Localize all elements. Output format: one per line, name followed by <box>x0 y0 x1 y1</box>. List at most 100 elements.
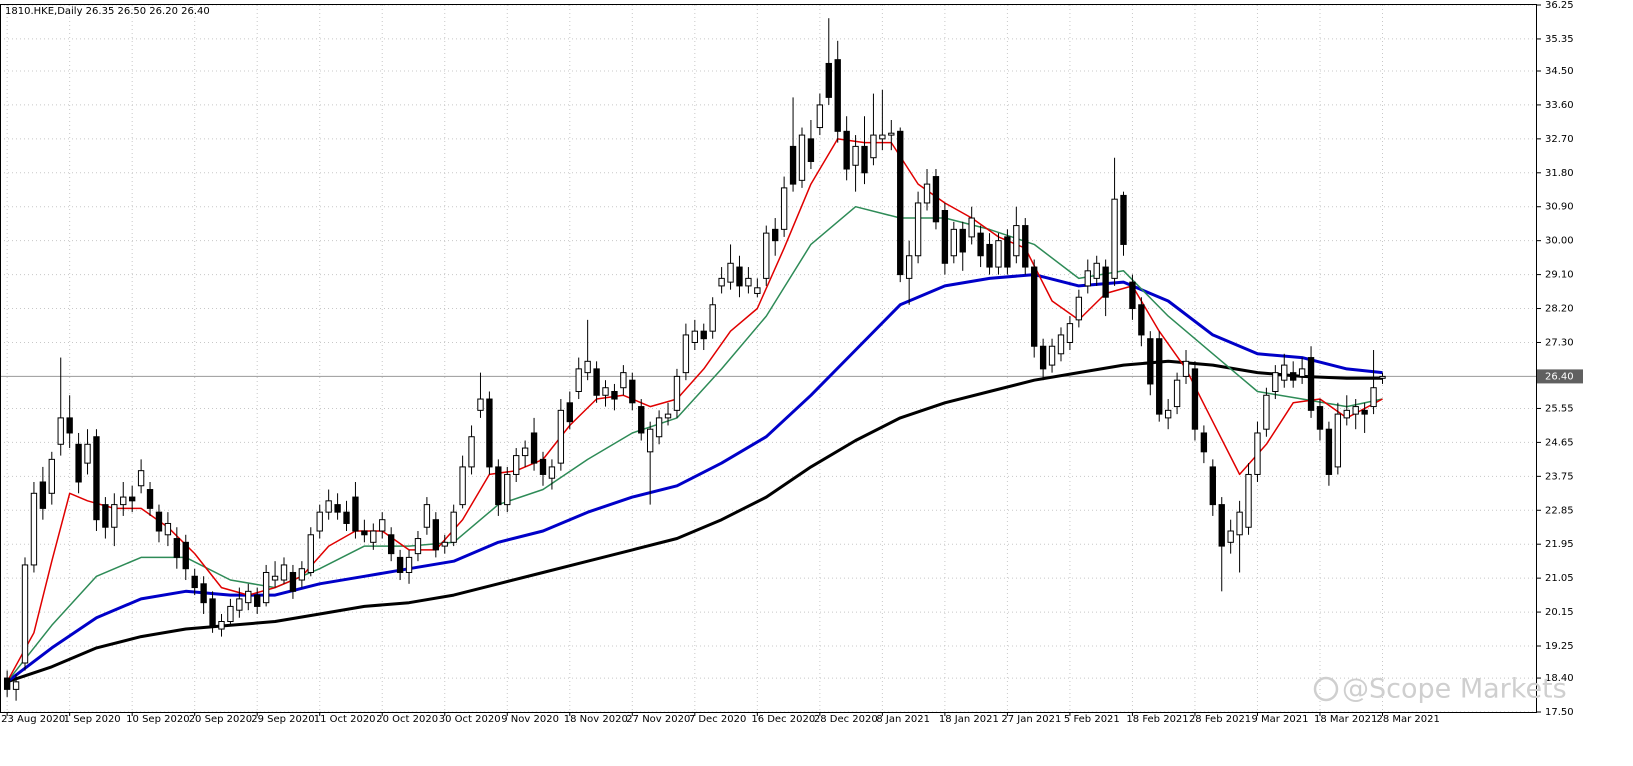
candle-body <box>209 598 216 626</box>
y-tick-label: 25.55 <box>1545 403 1574 414</box>
candle-body <box>441 541 448 547</box>
candle-body <box>1343 409 1350 419</box>
y-tick-label: 33.60 <box>1545 100 1574 111</box>
y-tick-label: 18.40 <box>1545 673 1574 684</box>
candle-body <box>30 492 38 566</box>
candle-body <box>379 519 386 532</box>
candle-body <box>468 436 475 468</box>
candle-body <box>620 372 627 389</box>
candle-body <box>1254 432 1261 475</box>
candle-body <box>521 447 529 457</box>
candle-body <box>1263 394 1270 430</box>
candle-body <box>236 598 243 611</box>
x-tick-label: 11 Oct 2020 <box>314 714 376 725</box>
x-tick-label: 23 Aug 2020 <box>1 714 65 725</box>
candle-body <box>870 134 877 159</box>
candle-body <box>1111 198 1118 279</box>
candle-body <box>1129 281 1136 310</box>
candle-body <box>1209 466 1216 506</box>
candle-body <box>763 232 770 279</box>
x-tick-label: 28 Dec 2020 <box>814 714 878 725</box>
candle-body <box>1048 345 1056 366</box>
candle-body <box>995 240 1002 268</box>
candles <box>3 18 1386 701</box>
candle-body <box>879 134 886 140</box>
y-tick-label: 23.75 <box>1545 471 1574 482</box>
x-tick-label: 5 Feb 2021 <box>1064 714 1120 725</box>
candle-body <box>1084 270 1091 287</box>
y-tick-label: 29.10 <box>1545 270 1574 281</box>
candle-body <box>21 564 29 664</box>
candle-body <box>914 202 922 257</box>
candle-body <box>1004 236 1011 268</box>
candle-body <box>200 583 207 604</box>
x-tick-label: 18 Feb 2021 <box>1126 714 1188 725</box>
watermark-icon <box>1313 676 1339 702</box>
candle-body <box>611 390 618 400</box>
x-tick-label: 30 Oct 2020 <box>439 714 501 725</box>
candle-body <box>289 571 297 592</box>
candle-body <box>495 466 502 506</box>
candle-body <box>932 176 940 223</box>
x-tick-label: 1 Sep 2020 <box>64 714 121 725</box>
candle-body <box>780 187 788 230</box>
y-tick-label: 20.15 <box>1545 607 1574 618</box>
ma-line <box>6 273 1383 683</box>
candle-body <box>370 530 377 543</box>
candle-body <box>816 104 824 129</box>
candle-body <box>986 243 993 268</box>
y-tick-label: 27.30 <box>1545 337 1574 348</box>
candle-body <box>1361 409 1368 415</box>
candle-body <box>861 145 868 174</box>
candle-body <box>504 473 511 506</box>
x-tick-label: 18 Mar 2021 <box>1314 714 1377 725</box>
candle-body <box>664 413 672 419</box>
y-tick-label: 28.20 <box>1545 304 1574 315</box>
candle-body <box>280 564 288 581</box>
candle-body <box>48 458 55 494</box>
candle-body <box>155 511 163 532</box>
candle-body <box>1307 357 1315 411</box>
candle-body <box>1191 368 1199 430</box>
candle-body <box>75 443 82 483</box>
candle-body <box>102 504 109 528</box>
candle-body <box>218 621 225 630</box>
last-price-box <box>1537 369 1583 384</box>
candle-body <box>1102 266 1109 298</box>
x-tick-label: 29 Sep 2020 <box>251 714 314 725</box>
candle-body <box>923 183 931 204</box>
y-tick-label: 36.25 <box>1545 0 1574 11</box>
candle-body <box>271 575 279 581</box>
candle-body <box>1298 368 1306 377</box>
candle-body <box>1236 511 1243 536</box>
candle-body <box>128 496 136 502</box>
candle-body <box>361 530 368 536</box>
y-tick-label: 35.35 <box>1545 34 1574 45</box>
plot-frame <box>0 4 1537 713</box>
candle-body <box>548 466 556 479</box>
chart-title: 1810.HKE,Daily 26.35 26.50 26.20 26.40 <box>5 6 210 17</box>
candle-body <box>834 59 841 132</box>
candle-body <box>414 538 422 555</box>
candle-body <box>530 432 538 464</box>
y-tick-label: 30.00 <box>1545 236 1574 247</box>
y-tick-label: 31.80 <box>1545 168 1574 179</box>
candle-body <box>825 62 832 98</box>
candle-body <box>387 534 395 555</box>
x-tick-label: 16 Dec 2020 <box>751 714 815 725</box>
candle-body <box>120 496 127 506</box>
candle-body <box>396 556 404 573</box>
watermark-group: @Scope Markets <box>1313 674 1567 705</box>
candle-body <box>1352 406 1359 415</box>
candle-body <box>1031 266 1038 347</box>
x-tick-label: 28 Mar 2021 <box>1376 714 1439 725</box>
y-tick-label: 24.65 <box>1545 437 1574 448</box>
candle-body <box>3 677 11 690</box>
candle-body <box>700 330 707 340</box>
axes: 17.50 18.40 19.25 20.15 21.05 21.95 22.85 23.75… <box>1 0 1583 725</box>
y-tick-label: 21.95 <box>1545 539 1574 550</box>
candle-body <box>852 145 859 166</box>
y-tick-label: 17.50 <box>1545 707 1574 718</box>
